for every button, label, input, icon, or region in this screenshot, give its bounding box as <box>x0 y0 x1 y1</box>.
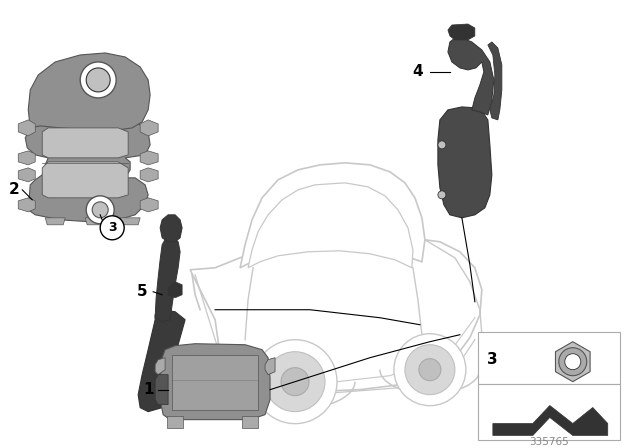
Polygon shape <box>160 344 270 420</box>
Circle shape <box>394 334 466 405</box>
Circle shape <box>405 345 455 395</box>
Polygon shape <box>140 151 158 165</box>
Circle shape <box>438 141 446 149</box>
Polygon shape <box>19 168 35 182</box>
Bar <box>478 332 620 383</box>
Text: 3: 3 <box>486 352 497 367</box>
Polygon shape <box>19 151 35 165</box>
Polygon shape <box>448 24 475 40</box>
Circle shape <box>281 368 309 396</box>
Polygon shape <box>42 128 128 158</box>
Polygon shape <box>167 416 183 428</box>
Polygon shape <box>155 358 165 375</box>
Polygon shape <box>85 218 105 225</box>
Polygon shape <box>265 358 275 375</box>
Polygon shape <box>155 375 168 405</box>
Polygon shape <box>240 163 425 268</box>
Circle shape <box>92 202 108 218</box>
Polygon shape <box>438 107 492 218</box>
Bar <box>478 383 620 439</box>
Polygon shape <box>19 120 35 136</box>
Circle shape <box>86 68 110 92</box>
Circle shape <box>86 196 114 224</box>
Circle shape <box>438 191 446 199</box>
Text: 4: 4 <box>413 65 423 79</box>
Polygon shape <box>25 116 150 222</box>
Text: 2: 2 <box>9 182 20 197</box>
Text: 5: 5 <box>137 284 147 299</box>
Polygon shape <box>248 183 413 268</box>
Polygon shape <box>140 198 158 212</box>
Polygon shape <box>493 405 608 435</box>
Polygon shape <box>172 355 258 409</box>
Polygon shape <box>28 53 150 130</box>
Polygon shape <box>556 342 590 382</box>
Text: 335765: 335765 <box>529 437 569 447</box>
Polygon shape <box>140 120 158 136</box>
Polygon shape <box>190 236 482 392</box>
Polygon shape <box>168 282 182 298</box>
Polygon shape <box>488 42 502 120</box>
Polygon shape <box>42 162 128 198</box>
Circle shape <box>80 62 116 98</box>
Polygon shape <box>155 236 180 322</box>
Circle shape <box>253 340 337 424</box>
Polygon shape <box>448 38 494 115</box>
Text: 3: 3 <box>108 221 116 234</box>
Polygon shape <box>160 215 182 242</box>
Circle shape <box>100 216 124 240</box>
Polygon shape <box>242 416 258 428</box>
Circle shape <box>559 348 587 376</box>
Text: 1: 1 <box>143 382 154 397</box>
Circle shape <box>564 354 580 370</box>
Circle shape <box>265 352 325 412</box>
Polygon shape <box>140 168 158 182</box>
Polygon shape <box>138 310 185 412</box>
Polygon shape <box>19 198 35 212</box>
Polygon shape <box>45 218 65 225</box>
Circle shape <box>419 359 441 381</box>
Polygon shape <box>120 218 140 225</box>
